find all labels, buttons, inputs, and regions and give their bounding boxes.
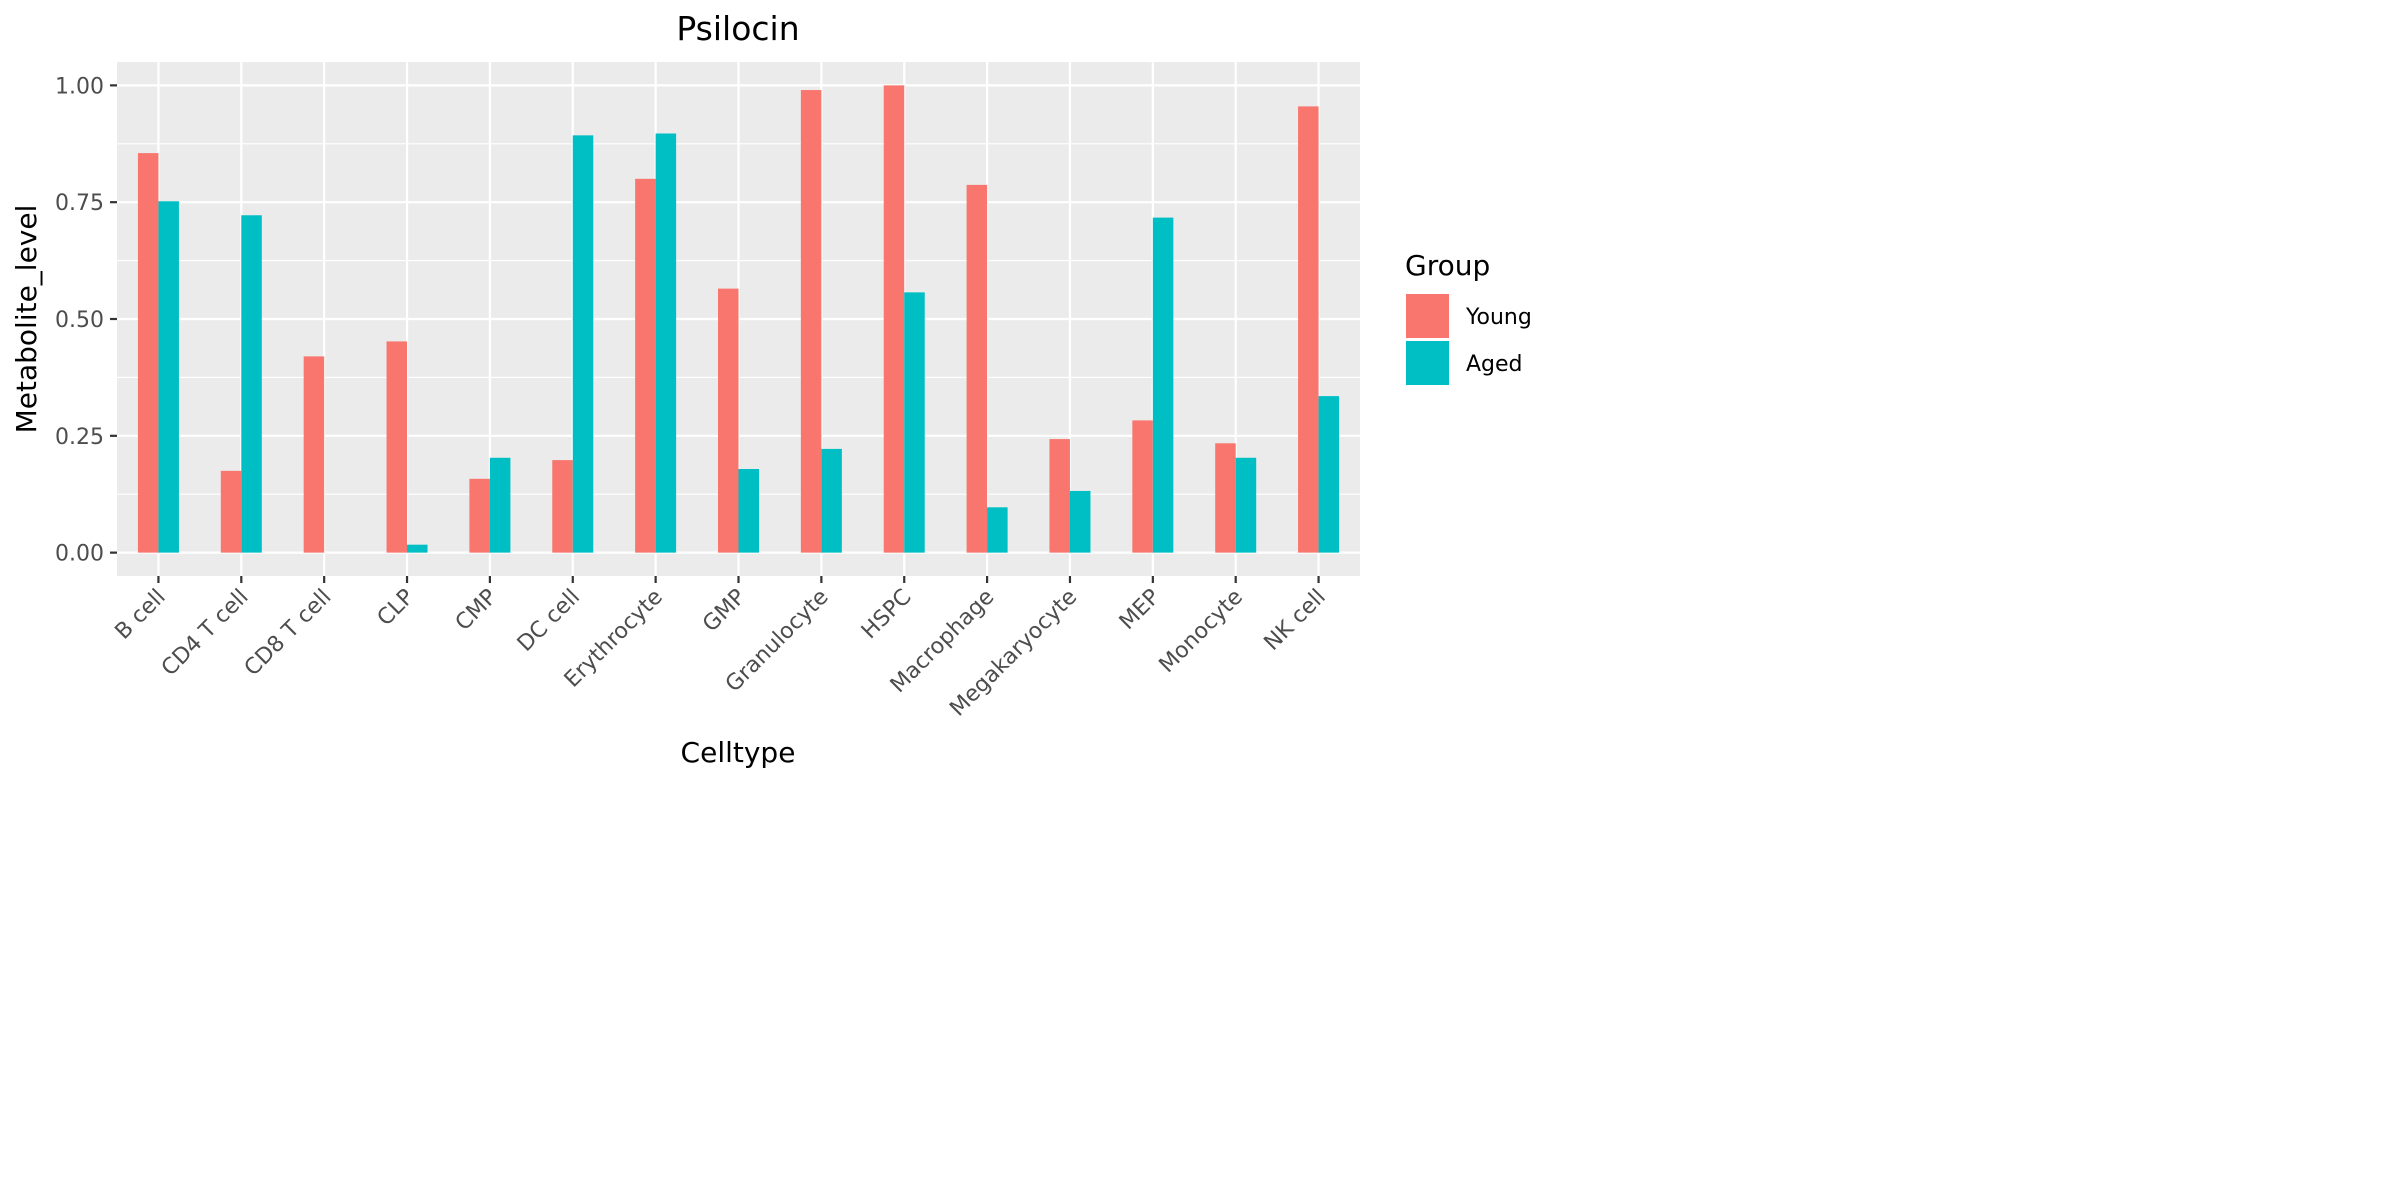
bar-young-cd4-t-cell <box>220 470 242 553</box>
bar-aged-mep <box>1152 217 1174 553</box>
x-tick-label: DC cell <box>513 585 585 657</box>
bar-aged-hspc <box>904 292 925 553</box>
bar-aged-erythrocyte <box>655 133 677 553</box>
bar-aged-macrophage <box>987 507 1008 553</box>
bar-aged-gmp <box>738 468 759 553</box>
bar-aged-clp <box>407 544 428 553</box>
bar-young-cd8-t-cell <box>303 356 325 553</box>
legend-key-young <box>1406 294 1449 338</box>
bar-aged-nk-cell <box>1318 396 1340 553</box>
bar-young-granulocyte <box>800 90 822 553</box>
bar-young-cmp <box>469 478 490 553</box>
legend-label-young: Young <box>1465 305 1532 330</box>
legend-title: Group <box>1405 249 1490 282</box>
y-tick-label: 0.00 <box>55 542 104 567</box>
bar-young-nk-cell <box>1298 106 1319 553</box>
x-tick-label: GMP <box>698 585 751 638</box>
chart-container: Psilocin 0.00 0.25 0.50 0.75 1.00 B cell CD4 … <box>0 0 1545 773</box>
x-tick-label: MEP <box>1115 585 1165 635</box>
x-tick-label: NK cell <box>1260 585 1331 656</box>
x-tick-label: CMP <box>451 585 502 636</box>
bar-aged-cd4-t-cell <box>241 215 262 553</box>
y-tick-label: 0.75 <box>55 191 104 216</box>
chart-title: Psilocin <box>676 9 799 48</box>
bar-aged-megakaryocyte <box>1069 490 1091 553</box>
bar-young-monocyte <box>1215 443 1236 553</box>
legend-label-aged: Aged <box>1466 352 1523 377</box>
y-tick-label: 1.00 <box>55 74 104 99</box>
bar-aged-monocyte <box>1235 457 1257 553</box>
x-tick-label: CD4 T cell <box>157 585 254 682</box>
bar-young-gmp <box>718 288 739 553</box>
bar-young-b-cell <box>137 153 159 553</box>
bar-young-mep <box>1132 420 1153 553</box>
x-tick-label: CLP <box>373 585 420 632</box>
legend-key-aged <box>1406 341 1449 385</box>
y-tick-label: 0.25 <box>55 425 104 450</box>
bar-young-macrophage <box>966 184 988 553</box>
bar-aged-b-cell <box>158 201 179 553</box>
bar-young-clp <box>386 341 408 553</box>
bars-group <box>137 85 1340 553</box>
x-tick-label: HSPC <box>857 585 916 644</box>
bar-young-hspc <box>883 85 905 553</box>
bar-young-megakaryocyte <box>1049 439 1070 553</box>
bar-aged-granulocyte <box>821 448 842 553</box>
bar-aged-dc-cell <box>572 135 594 553</box>
bar-chart: Psilocin 0.00 0.25 0.50 0.75 1.00 B cellCD4 … <box>10 9 1532 769</box>
y-axis: 0.00 0.25 0.50 0.75 1.00 <box>55 74 117 567</box>
bar-young-erythrocyte <box>635 178 656 553</box>
legend: Group Young Aged <box>1405 249 1532 385</box>
x-tick-label: B cell <box>111 585 171 645</box>
x-tick-label: CD8 T cell <box>240 585 337 682</box>
x-tick-label: Monocyte <box>1155 585 1248 678</box>
x-axis-label: Celltype <box>681 736 796 769</box>
y-tick-label: 0.50 <box>55 308 104 333</box>
bar-young-dc-cell <box>552 460 573 553</box>
y-axis-label: Metabolite_level <box>10 205 43 434</box>
bar-aged-cmp <box>489 457 511 553</box>
